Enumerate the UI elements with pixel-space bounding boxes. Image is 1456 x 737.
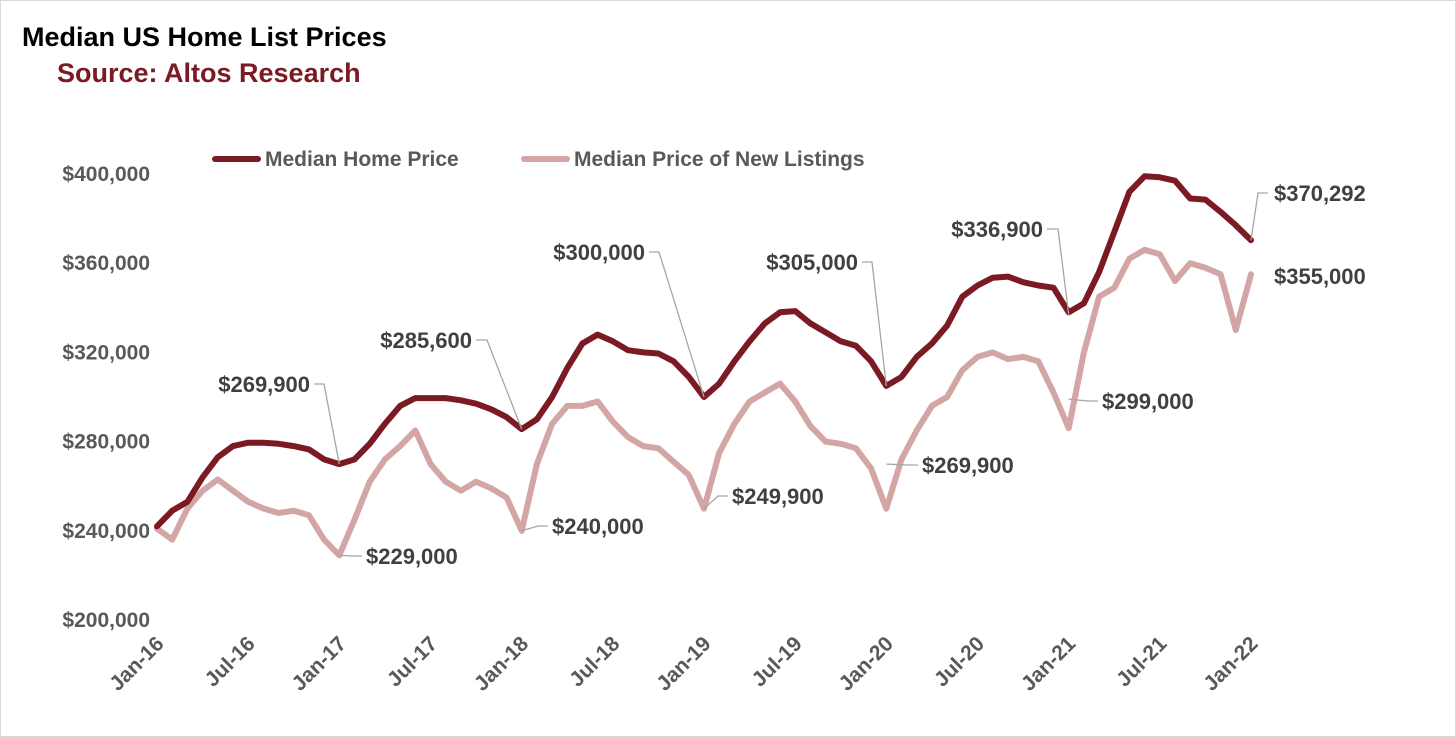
x-axis: Jan-16 Jul-16 Jan-17 Jul-17 Jan-18 Jul-18 Jan-… (105, 632, 1262, 696)
x-tick-label: Jul-20 (930, 632, 989, 691)
annotation-leader (703, 495, 728, 510)
y-tick-label: $200,000 (62, 609, 150, 632)
annotation-leader (1250, 192, 1268, 241)
annotation-label: $269,900 (218, 372, 310, 397)
annotation-leader (476, 339, 523, 430)
annotation-label: $370,292 (1274, 181, 1366, 206)
annotation-label: $305,000 (766, 250, 858, 275)
annotation-label: $269,900 (922, 453, 1014, 478)
annotation-leader (1047, 228, 1070, 315)
annotation-label: $355,000 (1274, 264, 1366, 289)
annotation-leader (339, 554, 362, 557)
x-tick-label: Jan-16 (105, 632, 168, 695)
x-tick-label: Jul-18 (565, 632, 624, 691)
y-tick-label: $360,000 (62, 252, 150, 275)
x-tick-label: Jul-19 (748, 632, 807, 691)
y-tick-label: $400,000 (62, 163, 150, 186)
annotation-label: $300,000 (553, 240, 645, 265)
annotation-leader (649, 251, 705, 398)
x-tick-label: Jan-19 (652, 632, 715, 695)
x-tick-label: Jan-17 (288, 632, 351, 695)
y-axis: $200,000 $240,000 $280,000 $320,000 $360,000… (62, 163, 150, 632)
chart-title: Median US Home List Prices (22, 22, 387, 52)
x-tick-label: Jan-20 (835, 632, 898, 695)
legend: Median Home Price Median Price of New Li… (212, 148, 865, 171)
x-tick-label: Jan-22 (1199, 632, 1262, 695)
annotation-leader (886, 463, 918, 466)
annotation-leader (862, 261, 887, 386)
annotation-label: $249,900 (732, 484, 824, 509)
x-tick-label: Jul-17 (383, 632, 442, 691)
annotation-label: $240,000 (552, 514, 644, 539)
series-lines (154, 173, 1254, 559)
annotation-leader (314, 383, 340, 465)
legend-label-median-home-price: Median Home Price (265, 148, 459, 171)
annotation-label: $299,000 (1102, 389, 1194, 414)
annotation-leader (1068, 398, 1098, 402)
y-tick-label: $320,000 (62, 341, 150, 364)
chart-subtitle: Source: Altos Research (57, 58, 361, 88)
x-tick-label: Jul-21 (1112, 632, 1171, 691)
annotation-label: $229,000 (366, 544, 458, 569)
annotations: $269,900 $285,600 $300,000 $305,000 $336,900… (218, 181, 1366, 569)
x-tick-label: Jul-16 (201, 632, 260, 691)
annotation-label: $285,600 (380, 328, 472, 353)
x-tick-label: Jan-18 (470, 632, 534, 696)
x-tick-label: Jan-21 (1017, 632, 1081, 696)
y-tick-label: $280,000 (62, 431, 150, 454)
y-tick-label: $240,000 (62, 520, 150, 543)
legend-label-median-price-new-listings: Median Price of New Listings (574, 148, 865, 171)
annotation-leader (521, 525, 548, 532)
annotation-label: $336,900 (951, 217, 1043, 242)
